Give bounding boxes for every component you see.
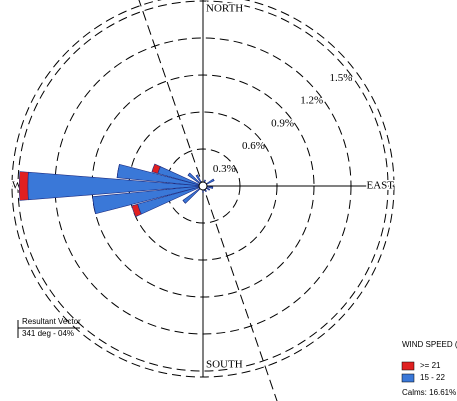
legend-swatch: [401, 373, 415, 383]
ring-label: 1.2%: [300, 95, 323, 107]
calms: Calms: 16.61%: [402, 388, 456, 397]
petal: [187, 172, 191, 176]
petal: [208, 189, 210, 191]
legend-label: 15 - 22: [420, 373, 445, 382]
ring-label: 0.3%: [213, 163, 236, 175]
petal: [131, 203, 142, 218]
legend-swatch: [401, 361, 415, 371]
petal: [195, 174, 198, 177]
ring-label: 1.5%: [329, 72, 352, 84]
petal: [212, 178, 215, 181]
center: [198, 181, 208, 191]
resultant-label: 341 deg - 04%: [22, 329, 74, 338]
compass-label: EAST: [367, 180, 395, 192]
legend-label: >= 21: [420, 361, 441, 370]
petal: [92, 196, 96, 214]
resultant-line: [138, 0, 278, 401]
petal: [182, 200, 186, 204]
ring-label: 0.9%: [271, 117, 294, 129]
compass-label: SOUTH: [206, 359, 243, 371]
legend-title: WIND SPEED (Knots): [402, 340, 457, 349]
petal: [18, 171, 29, 201]
petal: [116, 164, 120, 178]
resultant-box: Resultant Vector 341 deg - 04%: [17, 317, 81, 338]
resultant-title: Resultant Vector: [22, 317, 81, 326]
compass-label: NORTH: [206, 3, 243, 15]
petal: [151, 163, 161, 174]
ring-label: 0.6%: [242, 140, 265, 152]
